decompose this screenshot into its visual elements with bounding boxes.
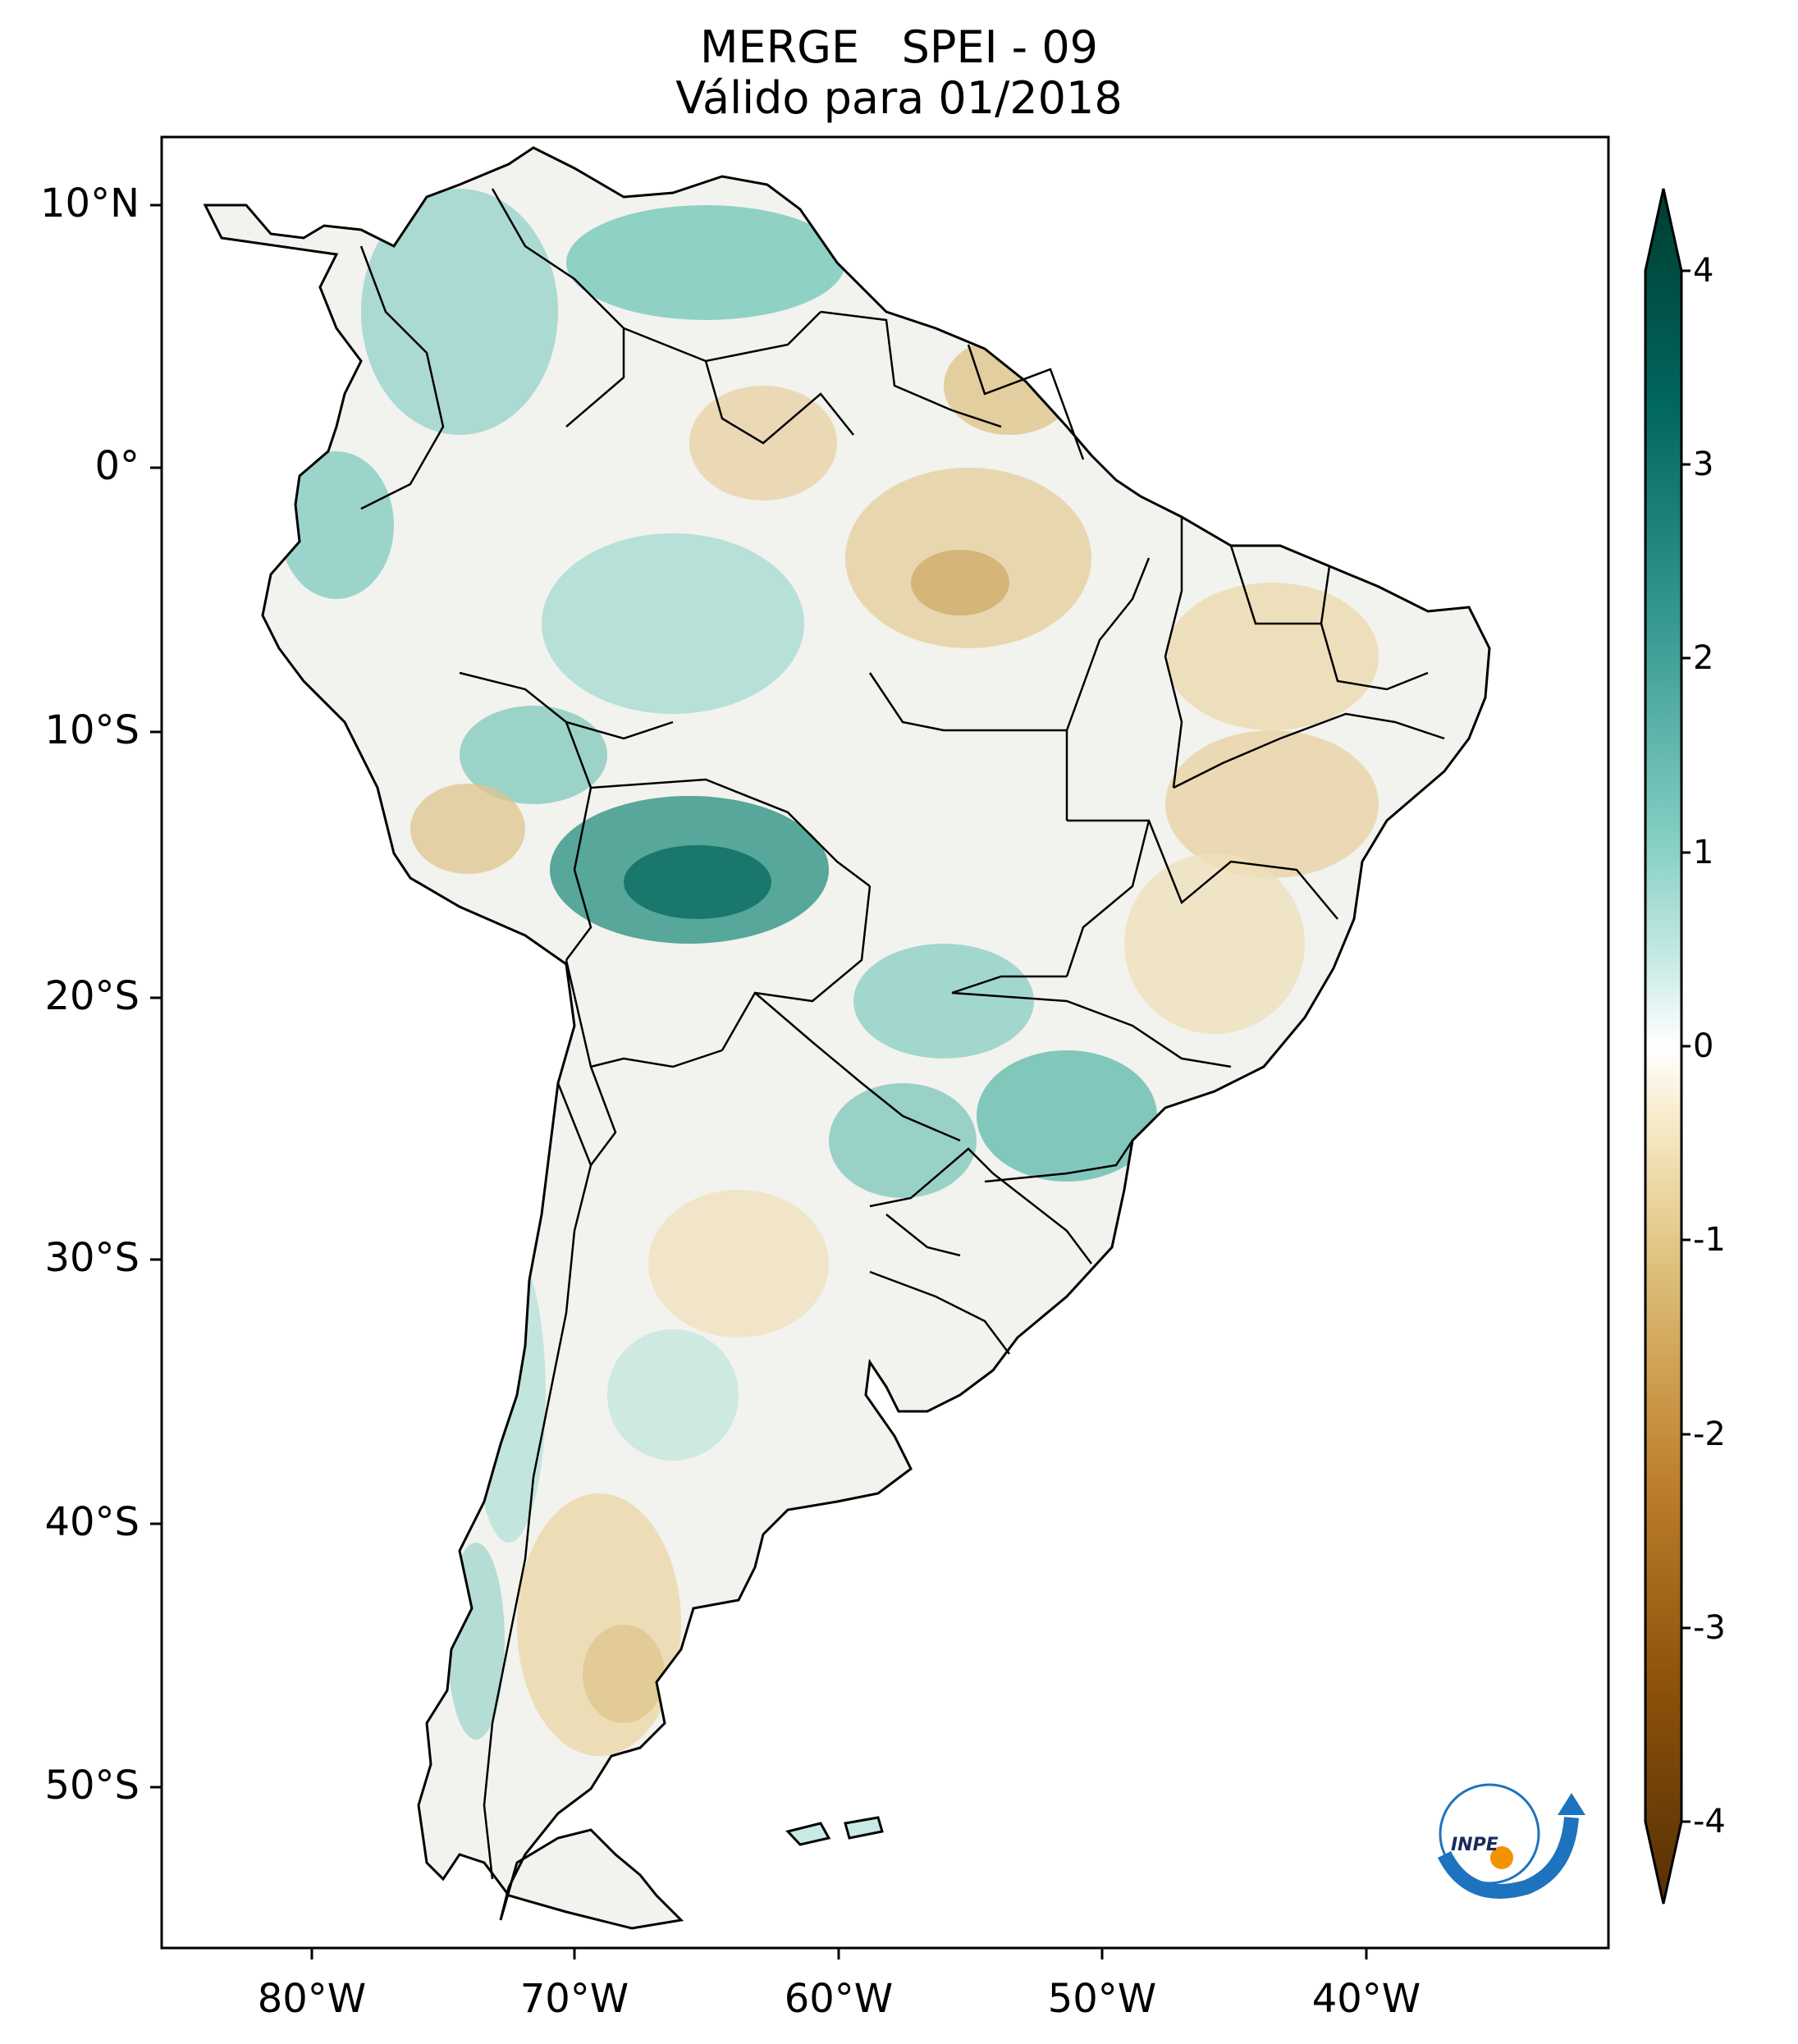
colorbar-tick-label: -4: [1693, 1803, 1726, 1841]
lat-label-10n: 10°N: [40, 181, 140, 226]
dry-patch-patagonia: [517, 1493, 681, 1756]
lat-label-30s: 30°S: [44, 1235, 140, 1281]
colorbar-tick-label: 0: [1693, 1027, 1714, 1065]
colorbar-tick-label: -1: [1693, 1221, 1726, 1259]
colorbar-tick-label: 4: [1693, 252, 1714, 290]
dry-patch-northeast: [1165, 583, 1379, 730]
lon-label-50w: 50°W: [1047, 1976, 1157, 2022]
colorbar: [1644, 188, 1690, 1905]
political-borders: [359, 188, 1445, 1880]
lon-label-80w: 80°W: [257, 1976, 367, 2022]
dry-patch-minas: [1124, 853, 1305, 1034]
wet-patch-mato-grosso-sul: [853, 944, 1034, 1059]
colorbar-tick-label: 2: [1693, 639, 1714, 677]
colorbar-tick-label: 1: [1693, 834, 1714, 871]
lon-label-40w: 40°W: [1311, 1976, 1421, 2022]
dry-patch-patagonia-core: [583, 1625, 665, 1723]
dry-patch-para-core: [911, 550, 1009, 615]
lat-label-20s: 20°S: [44, 973, 140, 1019]
colorbar-tick-label: -3: [1693, 1609, 1726, 1647]
lat-label-40s: 40°S: [44, 1499, 140, 1545]
wet-patch-venezuela: [566, 205, 845, 320]
inpe-logo-icon: [1437, 1783, 1585, 1899]
colorbar-tick-label: -2: [1693, 1415, 1726, 1453]
colorbar-body: [1644, 188, 1683, 1905]
lat-label-0: 0°: [94, 443, 140, 489]
dry-patch-chaco: [648, 1190, 829, 1338]
lat-label-10s: 10°S: [44, 707, 140, 753]
axis-ticks: [150, 203, 1368, 1959]
dry-patch-peru-south: [410, 784, 525, 874]
lon-label-70w: 70°W: [519, 1976, 629, 2022]
wet-patch-paraguay: [829, 1083, 977, 1198]
wet-patch-amazon: [542, 533, 804, 714]
colorbar-tick-label: 3: [1693, 446, 1714, 483]
dry-patch-bahia: [1165, 730, 1379, 878]
wet-patch-ecuador: [279, 451, 394, 599]
falkland-islands: [785, 1816, 884, 1846]
wet-patch-argentina: [607, 1329, 739, 1461]
wet-patch-colombia: [361, 189, 558, 435]
map-title: MERGE SPEI - 09: [699, 21, 1099, 73]
inpe-logo-text: INPE: [1451, 1835, 1498, 1855]
map-subtitle: Válido para 01/2018: [675, 72, 1123, 124]
lon-label-60w: 60°W: [784, 1976, 894, 2022]
wet-patch-parana: [977, 1050, 1157, 1182]
lat-label-50s: 50°S: [44, 1763, 140, 1809]
wet-patch-bolivia-core: [624, 845, 771, 919]
